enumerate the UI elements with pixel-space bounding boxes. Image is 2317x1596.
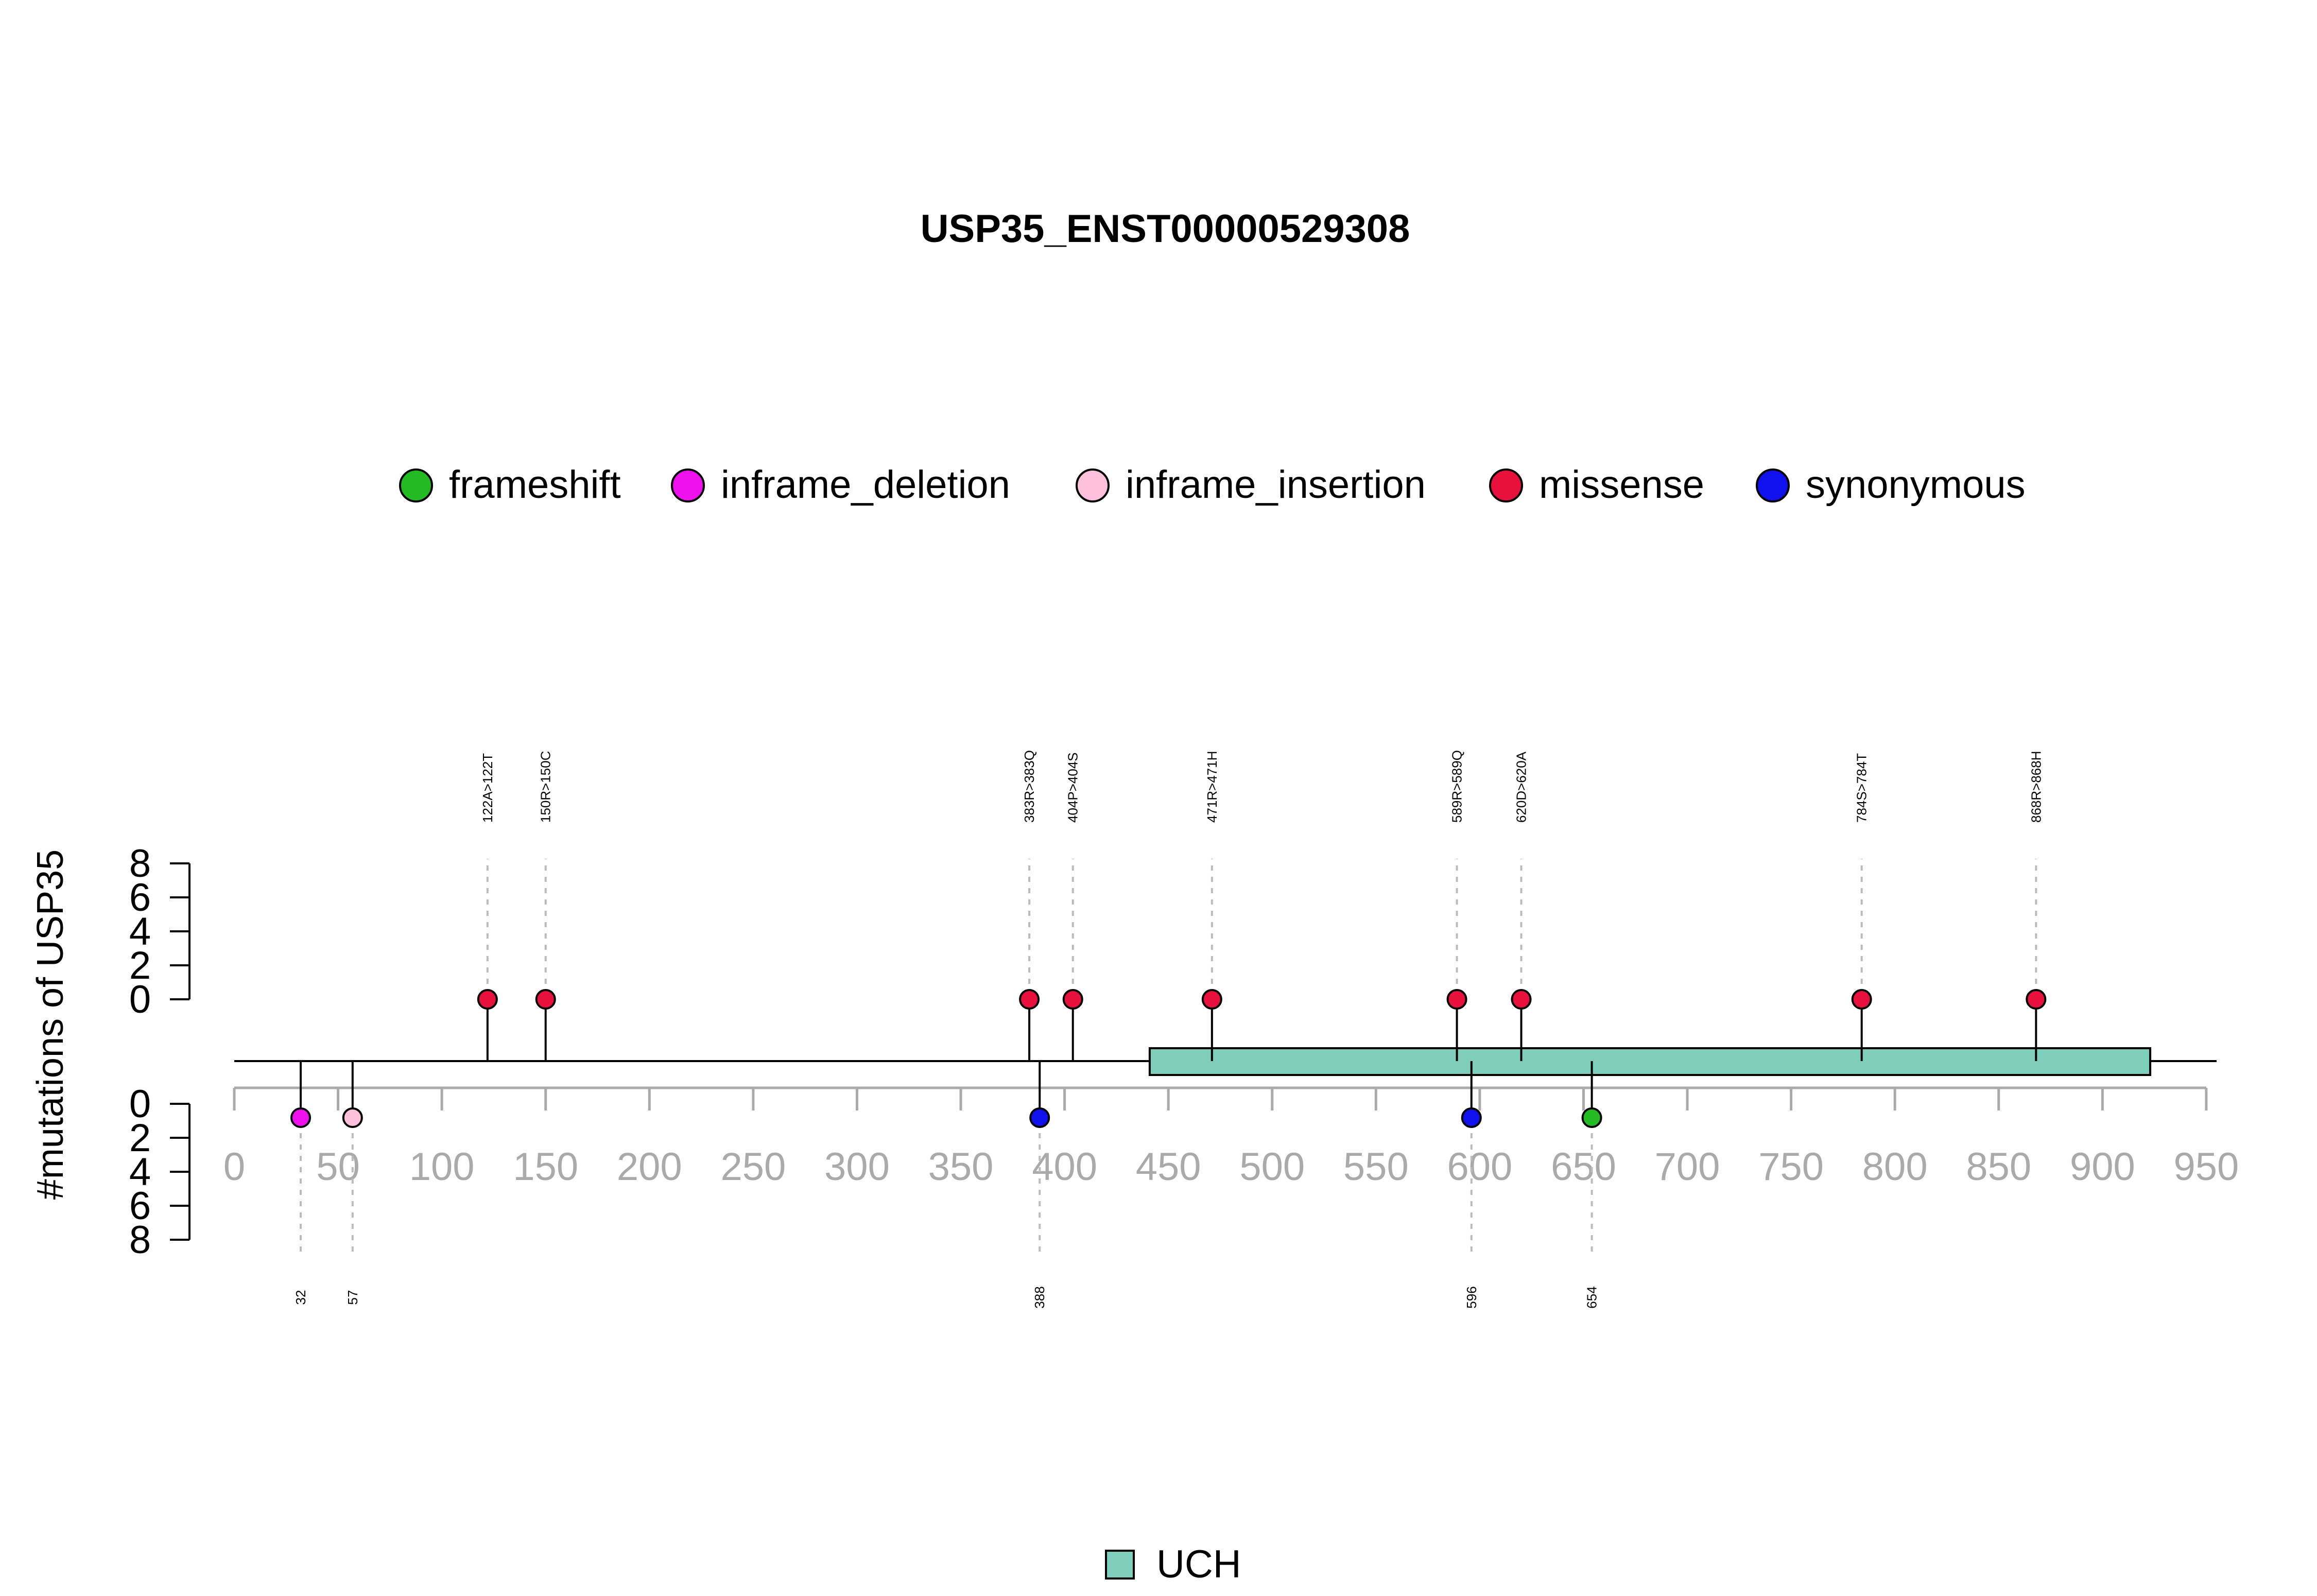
upper-mutation-label: 404P>404S [1065, 752, 1081, 823]
x-tick-label: 900 [2070, 1145, 2135, 1189]
lower-y-tick-label: 2 [129, 1116, 151, 1160]
legend-label-missense: missense [1539, 463, 1704, 507]
upper-mutation-point [1851, 989, 1872, 1010]
legend-marker-inframe_deletion [671, 469, 705, 502]
x-tick-label: 400 [1032, 1145, 1097, 1189]
legend-label-synonymous: synonymous [1806, 463, 2026, 507]
lower-y-tick-label: 6 [129, 1184, 151, 1228]
legend-marker-inframe_insertion [1076, 469, 1110, 502]
upper-mutation-point [535, 989, 556, 1010]
x-tick-label: 700 [1655, 1145, 1720, 1189]
upper-mutation-label: 784S>784T [1854, 753, 1870, 823]
upper-y-tick-label: 8 [129, 842, 151, 886]
y-axis-label: #mutations of USP35 [30, 849, 71, 1200]
x-tick-label: 100 [409, 1145, 475, 1189]
domain-legend-swatch [1105, 1550, 1135, 1580]
lower-y-tick-label: 4 [129, 1150, 151, 1194]
upper-mutation-point [1201, 989, 1222, 1010]
lower-mutation-point [1029, 1107, 1050, 1128]
x-tick-label: 300 [824, 1145, 890, 1189]
lower-mutation-label: 388 [1032, 1286, 1047, 1308]
x-tick-label: 950 [2174, 1145, 2239, 1189]
upper-mutation-point [1019, 989, 1040, 1010]
x-tick-label: 850 [1966, 1145, 2031, 1189]
x-tick-label: 450 [1136, 1145, 1201, 1189]
lower-mutation-label: 596 [1464, 1286, 1479, 1308]
upper-mutation-label: 383R>383Q [1022, 750, 1037, 823]
legend-marker-missense [1489, 469, 1523, 502]
upper-mutation-label: 122A>122T [480, 753, 495, 823]
upper-mutation-point [477, 989, 498, 1010]
x-axis: 0 50 100 150 200 250 300 350 400 450 500 550 600 650 7… [223, 1086, 2239, 1189]
x-tick-label: 650 [1551, 1145, 1616, 1189]
domain-legend: UCH [1105, 1542, 1241, 1586]
x-tick-label: 250 [720, 1145, 786, 1189]
x-tick-label: 600 [1447, 1145, 1512, 1189]
domain-track [1148, 1047, 2152, 1076]
upper-mutation-point [1446, 989, 1467, 1010]
upper-y-tick-label: 6 [129, 876, 151, 920]
upper-mutation-label: 868R>868H [2028, 751, 2044, 823]
upper-mutation-track: 122A>122T 150R>150C 383R>383Q 404P>404S 471R… [477, 750, 2047, 1061]
lower-mutation-point [1581, 1107, 1602, 1128]
lower-mutation-label: 32 [293, 1290, 308, 1305]
domain-legend-label: UCH [1156, 1542, 1241, 1586]
lower-mutation-track: 32 57 388 596 654 [290, 1061, 1602, 1309]
upper-mutation-label: 150R>150C [538, 751, 554, 823]
upper-mutation-label: 471R>471H [1204, 751, 1220, 823]
legend-label-frameshift: frameshift [449, 463, 621, 507]
legend-marker-synonymous [1756, 469, 1790, 502]
x-tick-label: 150 [513, 1145, 578, 1189]
x-tick-label: 800 [1862, 1145, 1928, 1189]
upper-y-tick-label: 4 [129, 910, 151, 953]
lower-mutation-point [290, 1107, 312, 1128]
x-tick-label: 500 [1239, 1145, 1305, 1189]
lower-mutation-point [342, 1107, 363, 1128]
x-tick-label: 200 [617, 1145, 682, 1189]
lower-mutation-label: 57 [345, 1290, 360, 1305]
upper-y-tick-label: 2 [129, 944, 151, 987]
upper-mutation-point [2026, 989, 2047, 1010]
upper-mutation-point [1511, 989, 1532, 1010]
upper-mutation-label: 620D>620A [1514, 751, 1529, 823]
chart-title: USP35_ENST00000529308 [921, 207, 1410, 251]
upper-mutation-label: 589R>589Q [1449, 750, 1465, 823]
x-tick-label: 550 [1343, 1145, 1409, 1189]
domain-UCH [1148, 1047, 2152, 1076]
legend-label-inframe_deletion: inframe_deletion [721, 463, 1010, 507]
lower-y-tick-label: 0 [129, 1082, 151, 1126]
x-tick-label: 750 [1758, 1145, 1824, 1189]
x-tick-label: 350 [928, 1145, 994, 1189]
lower-mutation-label: 654 [1584, 1286, 1600, 1308]
mutation-type-legend: frameshift inframe_deletion inframe_insert… [399, 463, 2026, 507]
legend-marker-frameshift [399, 469, 433, 502]
upper-y-tick-label: 0 [129, 978, 151, 1021]
upper-mutation-point [1062, 989, 1083, 1010]
legend-label-inframe_insertion: inframe_insertion [1126, 463, 1426, 507]
lower-mutation-point [1461, 1107, 1482, 1128]
lower-y-tick-label: 8 [129, 1218, 151, 1262]
x-tick-label: 0 [223, 1145, 245, 1189]
